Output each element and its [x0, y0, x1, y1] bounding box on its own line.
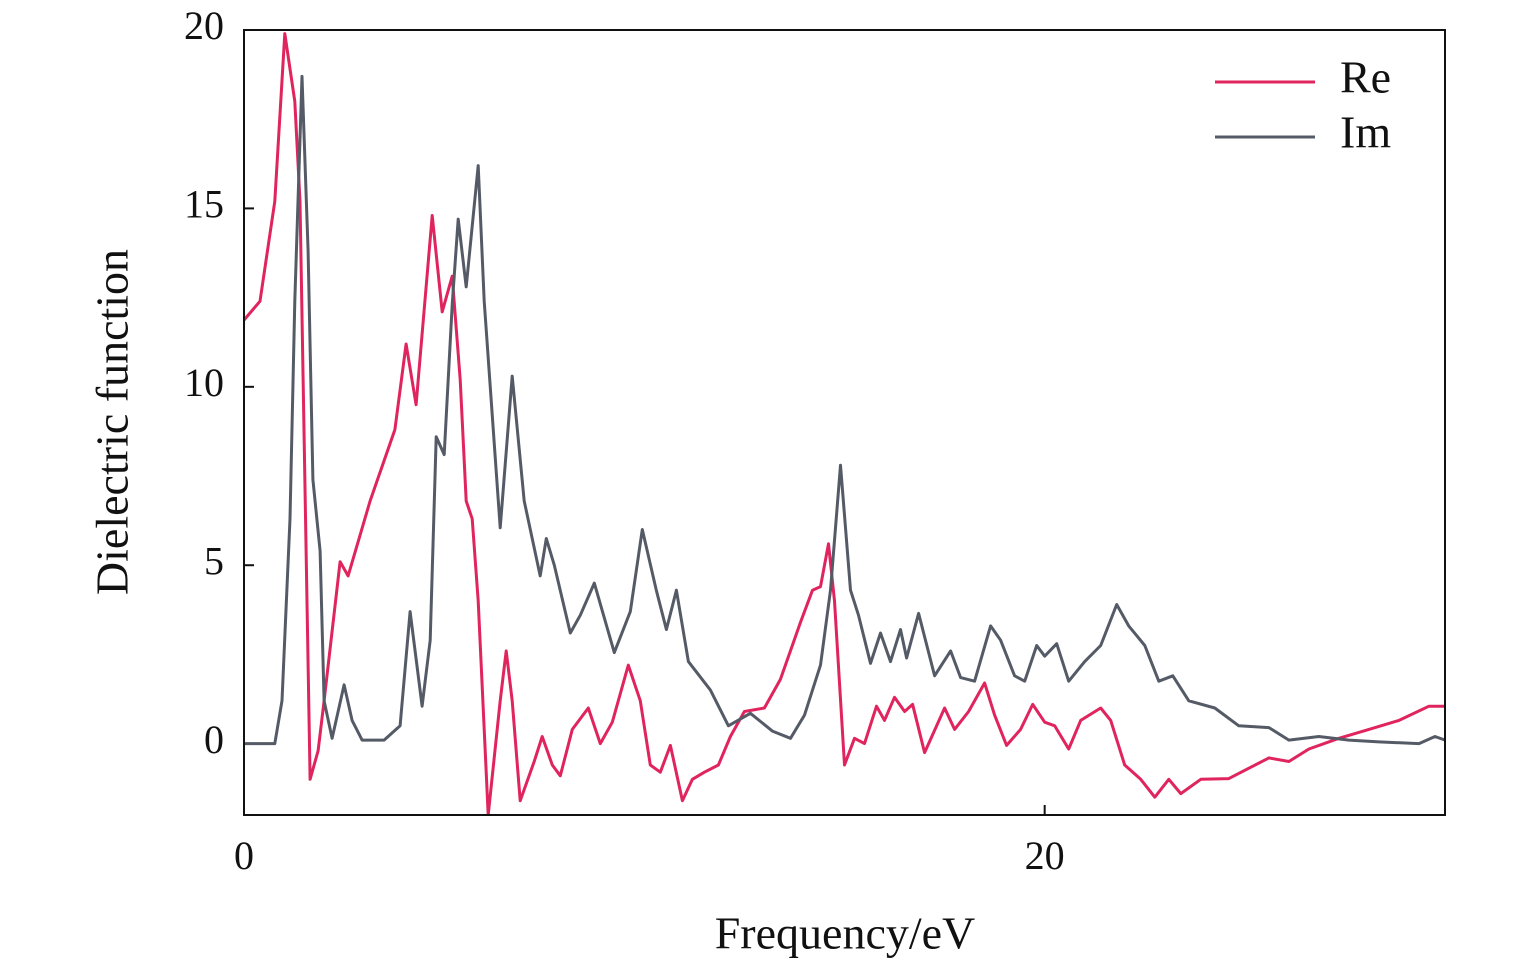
y-tick-label: 10 [184, 360, 224, 405]
legend-label: Im [1340, 107, 1391, 158]
y-tick-label: 20 [184, 3, 224, 48]
y-axis-label: Dielectric function [87, 249, 138, 595]
x-tick-label: 0 [234, 833, 254, 878]
series-line [244, 74, 1445, 746]
y-tick-label: 0 [204, 717, 224, 762]
y-tick-label: 5 [204, 538, 224, 583]
series-line [244, 32, 1445, 815]
x-tick-label: 20 [1025, 833, 1065, 878]
legend-label: Re [1340, 52, 1391, 103]
x-axis-label: Frequency/eV [715, 908, 976, 959]
plot-frame [243, 29, 1446, 816]
y-tick-label: 15 [184, 182, 224, 227]
